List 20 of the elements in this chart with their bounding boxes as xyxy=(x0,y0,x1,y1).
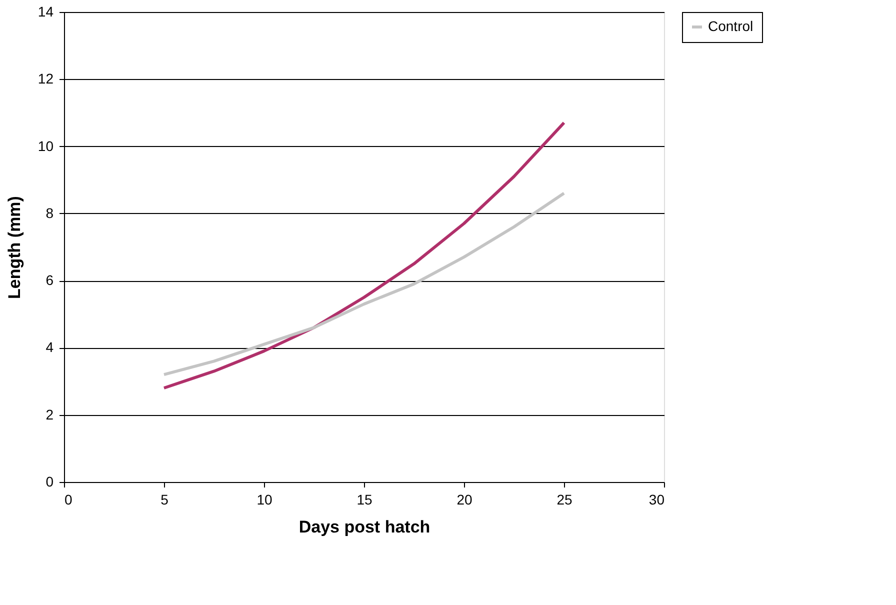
y-tick-label: 10 xyxy=(38,138,54,154)
x-tick-label: 0 xyxy=(64,492,72,508)
x-tick-label: 25 xyxy=(556,492,572,508)
x-tick-label: 5 xyxy=(160,492,169,508)
x-tick-label: 20 xyxy=(456,492,472,508)
x-axis-title: Days post hatch xyxy=(298,518,430,536)
y-tick-label: 14 xyxy=(38,4,54,20)
legend-label: Control xyxy=(708,18,754,34)
y-tick-label: 2 xyxy=(46,406,54,422)
y-tick-label: 0 xyxy=(46,474,54,490)
x-tick-label: 15 xyxy=(356,492,372,508)
line-series xyxy=(162,192,566,376)
y-tick-label: 4 xyxy=(46,339,54,356)
y-tick-label: 6 xyxy=(46,272,54,288)
line-series xyxy=(162,121,566,390)
x-tick-label: 10 xyxy=(256,492,272,508)
x-tick-label: 30 xyxy=(648,492,665,508)
y-tick-label: 8 xyxy=(46,204,54,221)
y-tick-label: 12 xyxy=(38,70,54,87)
y-axis-title: Length (mm) xyxy=(4,196,24,299)
